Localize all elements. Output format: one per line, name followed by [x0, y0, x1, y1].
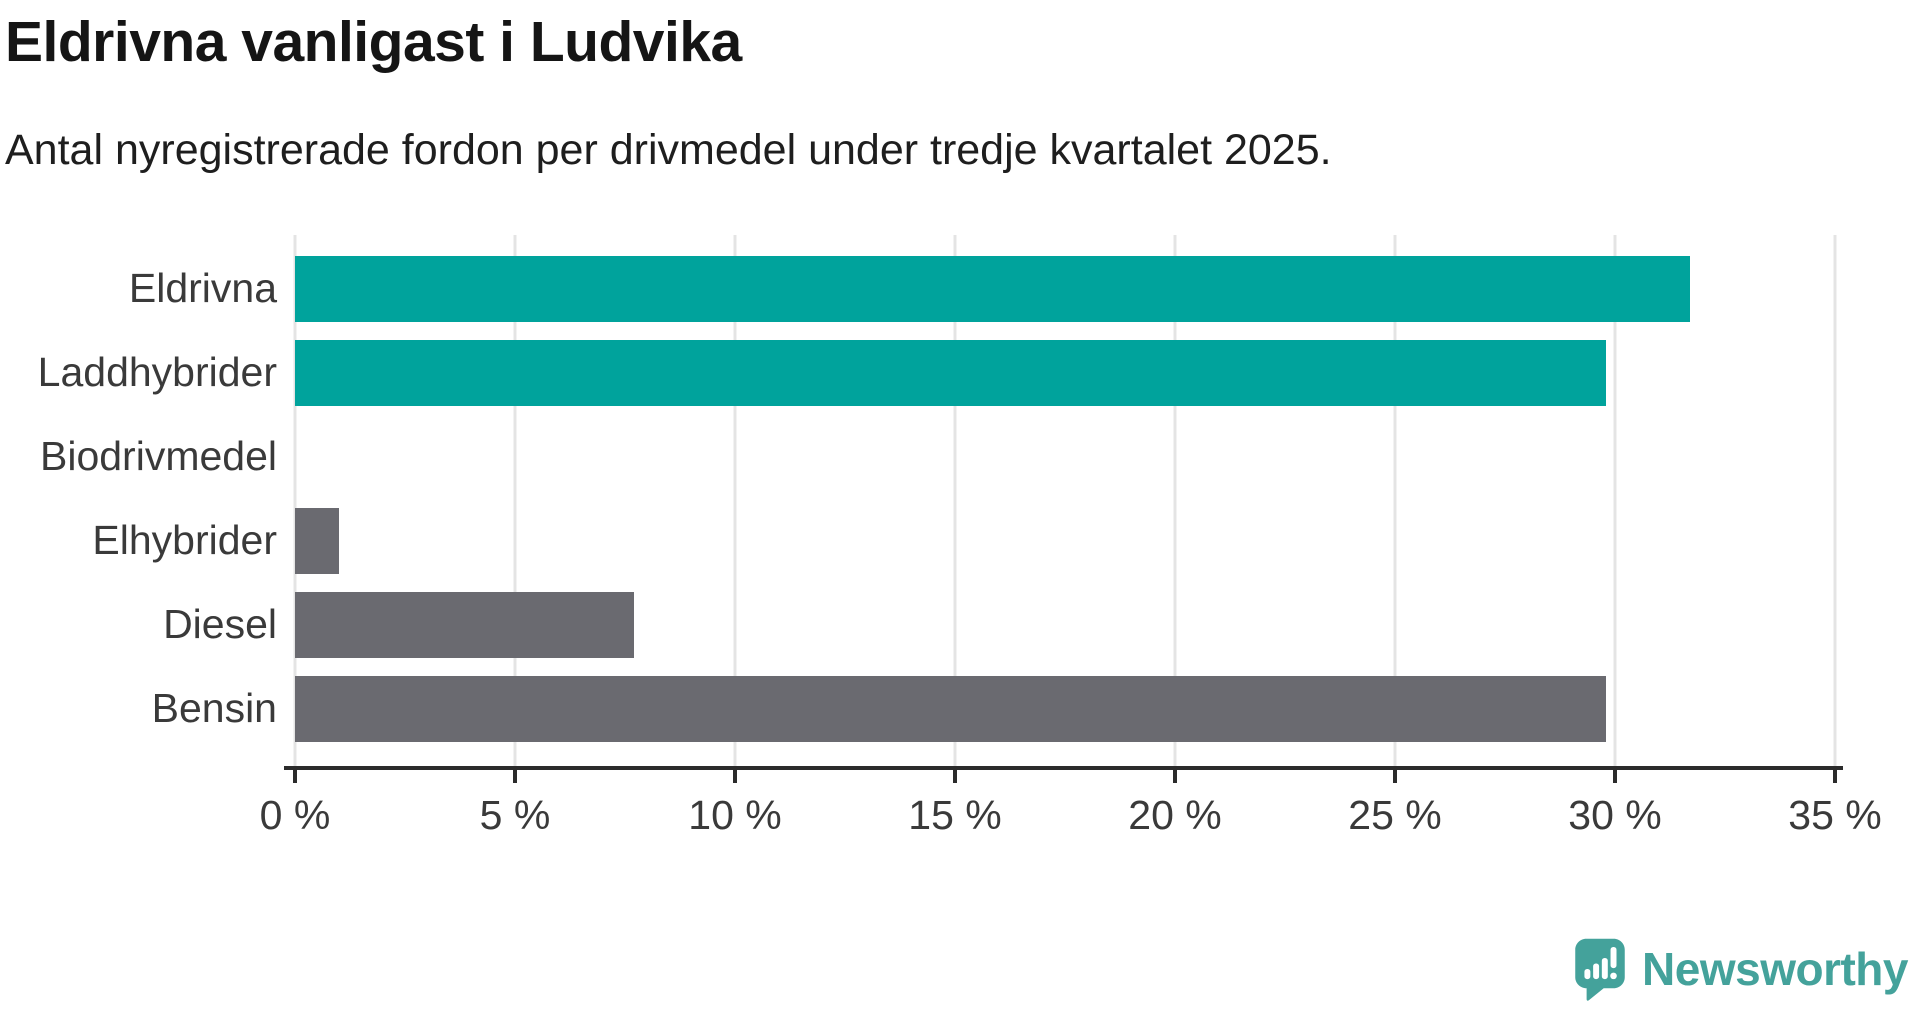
axis-tick-label: 5 % — [479, 791, 551, 838]
axis-tick — [1833, 769, 1837, 783]
gridline — [513, 234, 517, 766]
newsworthy-logo: Newsworthy — [1571, 936, 1908, 1002]
axis-tick-label: 25 % — [1348, 791, 1442, 838]
axis-tick-label: 35 % — [1788, 791, 1882, 838]
axis-tick — [293, 769, 297, 783]
bar-row — [295, 499, 1835, 583]
bar-elhybrider — [295, 507, 339, 574]
bar-row — [295, 583, 1835, 667]
category-label: Eldrivna — [128, 265, 277, 312]
axis-tick-label: 15 % — [908, 791, 1002, 838]
gridline — [733, 234, 737, 766]
gridlines — [293, 234, 1837, 766]
axis-tick-label: 30 % — [1568, 791, 1662, 838]
category-labels: Eldrivna Laddhybrider Biodrivmedel Elhybrid… — [0, 235, 295, 848]
category-label: Diesel — [163, 601, 277, 648]
gridline — [293, 234, 297, 766]
bar-eldrivna — [295, 255, 1690, 322]
axis-tick-label: 0 % — [259, 791, 331, 838]
gridline — [1393, 234, 1397, 766]
bar-chart: Eldrivna Laddhybrider Biodrivmedel Elhybrid… — [0, 234, 1920, 848]
newsworthy-badge-icon — [1575, 938, 1625, 1001]
chart-header: Eldrivna vanligast i Ludvika Antal nyreg… — [0, 0, 1920, 175]
axis-tick — [733, 769, 737, 783]
bar-row — [295, 415, 1835, 499]
plot-area: 0 % 5 % 10 % 15 % 20 % 25 % 30 % 35 % — [260, 234, 1882, 848]
axis-tick — [513, 769, 517, 783]
bar-bensin — [295, 675, 1607, 742]
bar-row — [295, 667, 1835, 751]
bar-row — [295, 331, 1835, 415]
bars-area — [295, 247, 1835, 751]
axis-tick-label: 20 % — [1128, 791, 1222, 838]
logo-text: Newsworthy — [1642, 943, 1908, 995]
category-label: Biodrivmedel — [40, 433, 277, 480]
x-tick-labels: 0 % 5 % 10 % 15 % 20 % 25 % 30 % 35 % — [260, 791, 1882, 848]
bar-diesel — [295, 591, 634, 658]
gridline — [1833, 234, 1837, 766]
bar-laddhybrider — [295, 339, 1607, 406]
axis-tick — [1173, 769, 1177, 783]
bar-row — [295, 247, 1835, 331]
axis-tick-label: 10 % — [688, 791, 782, 838]
chart-subtitle: Antal nyregistrerade fordon per drivmede… — [5, 125, 1332, 174]
gridline — [1613, 234, 1617, 766]
x-axis — [284, 765, 1843, 784]
axis-tick — [953, 769, 957, 783]
gridline — [953, 234, 957, 766]
chart-title: Eldrivna vanligast i Ludvika — [5, 10, 742, 74]
x-axis-line — [284, 765, 1843, 770]
gridline — [1173, 234, 1177, 766]
axis-tick — [1393, 769, 1397, 783]
axis-tick — [1613, 769, 1617, 783]
bars-plot — [293, 234, 1837, 766]
category-label: Laddhybrider — [37, 349, 277, 396]
category-label: Bensin — [151, 685, 277, 732]
category-label: Elhybrider — [92, 517, 277, 564]
